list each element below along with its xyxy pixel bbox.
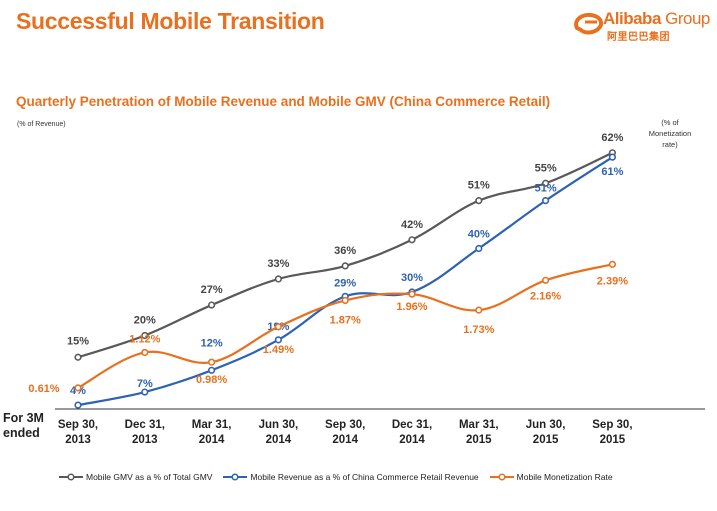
x-tick-label: Mar 31, 2015 (459, 419, 499, 446)
legend-swatch-monetization (489, 473, 514, 481)
legend-item-revenue: Mobile Revenue as a % of China Commerce … (222, 472, 479, 482)
chart-legend: Mobile GMV as a % of Total GMV Mobile Re… (58, 472, 613, 482)
x-tick-label-line: Sep 30, (592, 419, 632, 431)
legend-label-revenue: Mobile Revenue as a % of China Commerce … (250, 472, 479, 482)
right-axis-note: (% of Monetization rate) (648, 118, 692, 149)
x-tick-label-line: Jun 30, (259, 419, 299, 431)
data-label-gmv: 20% (134, 315, 156, 327)
data-label-gmv: 42% (401, 219, 423, 231)
x-tick-label: Jun 30, 2014 (259, 419, 299, 446)
x-tick-label: Sep 30, 2014 (325, 419, 365, 446)
alibaba-group-logo: Alibaba Group 阿里巴巴集团 (571, 6, 711, 46)
x-tick-label-line: 2013 (65, 434, 91, 446)
data-point-monetization (274, 323, 283, 331)
left-axis-note: (% of Revenue) (17, 121, 66, 128)
data-label-monetization: 0.61% (28, 383, 59, 395)
data-label-gmv: 33% (267, 258, 289, 270)
data-point-monetization (541, 276, 550, 284)
x-tick-label-line: 2014 (399, 434, 425, 446)
data-point-gmv (74, 353, 82, 361)
data-point-gmv (541, 179, 550, 187)
data-label-revenue: 12% (201, 337, 223, 349)
data-point-monetization (74, 384, 82, 392)
x-tick-label-line: 2013 (132, 434, 158, 446)
data-point-revenue (475, 244, 483, 253)
data-point-gmv (475, 197, 483, 205)
period-label: For 3M ended (3, 411, 44, 440)
data-point-revenue (208, 366, 216, 374)
legend-label-gmv: Mobile GMV as a % of Total GMV (86, 472, 213, 482)
slide-title: Successful Mobile Transition (16, 8, 325, 34)
data-label-revenue: 29% (334, 277, 356, 289)
data-point-gmv (141, 331, 149, 340)
x-tick-label: Jun 30, 2015 (526, 419, 566, 446)
data-label-gmv: 55% (535, 162, 557, 174)
logo-wordmark: Alibaba Group (603, 9, 710, 28)
chart-title: Quarterly Penetration of Mobile Revenue … (16, 94, 551, 109)
x-tick-label: Dec 31, 2013 (125, 419, 165, 446)
data-point-gmv (208, 301, 216, 309)
data-label-revenue: 51% (535, 183, 557, 195)
data-point-gmv (341, 262, 349, 270)
data-label-monetization: 1.96% (396, 301, 427, 313)
data-point-revenue (74, 401, 82, 409)
data-label-monetization: 0.98% (196, 374, 227, 386)
x-tick-label-line: 2015 (533, 434, 559, 446)
data-point-revenue (274, 336, 283, 344)
data-label-gmv: 27% (201, 284, 223, 296)
data-label-revenue: 40% (468, 229, 490, 241)
x-tick-label: Sep 30, 2013 (58, 419, 98, 446)
x-tick-label-line: 2015 (466, 434, 492, 446)
x-tick-label-line: 2015 (600, 434, 626, 446)
data-label-gmv: 51% (468, 180, 490, 192)
x-tick-label-line: Dec 31, (125, 419, 165, 431)
data-label-gmv: 15% (67, 335, 89, 347)
x-tick-label-line: 2014 (266, 434, 292, 446)
data-label-monetization: 2.39% (597, 275, 628, 287)
data-point-monetization (408, 290, 416, 298)
data-point-monetization (208, 358, 216, 366)
data-label-revenue: 7% (137, 378, 153, 390)
x-tick-label-line: 2014 (199, 434, 225, 446)
legend-swatch-revenue (223, 473, 248, 481)
x-tick-label: Dec 31, 2014 (392, 419, 432, 446)
legend-item-monetization: Mobile Monetization Rate (489, 472, 613, 482)
data-point-monetization (341, 296, 349, 305)
data-point-gmv (274, 275, 283, 283)
data-point-revenue (541, 197, 550, 205)
legend-item-gmv: Mobile GMV as a % of Total GMV (58, 472, 212, 482)
data-label-monetization: 1.49% (263, 344, 294, 356)
data-point-monetization (141, 348, 149, 357)
data-label-revenue: 30% (401, 272, 423, 284)
x-tick-label-line: Mar 31, (192, 419, 232, 431)
data-label-gmv: 36% (334, 245, 356, 257)
data-point-monetization (475, 306, 483, 314)
data-point-revenue (141, 388, 149, 396)
alibaba-logo-icon (574, 13, 604, 35)
x-tick-label-line: Sep 30, (325, 419, 365, 431)
x-tick-label: Mar 31, 2014 (192, 419, 232, 446)
x-tick-label-line: Sep 30, (58, 419, 98, 431)
data-label-gmv: 62% (601, 132, 623, 144)
logo-chinese-text: 阿里巴巴集团 (607, 32, 670, 43)
x-tick-label-line: Jun 30, (526, 419, 566, 431)
data-label-monetization: 1.12% (129, 333, 160, 345)
data-label-monetization: 1.73% (463, 324, 494, 336)
x-tick-label-line: 2014 (332, 434, 358, 446)
legend-label-monetization: Mobile Monetization Rate (516, 472, 613, 482)
data-point-gmv (408, 236, 416, 244)
legend-swatch-gmv (59, 473, 83, 481)
data-label-revenue: 61% (601, 166, 623, 178)
data-label-monetization: 1.87% (330, 314, 361, 326)
x-tick-label-line: Mar 31, (459, 419, 499, 431)
data-point-revenue (608, 153, 617, 161)
x-tick-label-line: Dec 31, (392, 419, 432, 431)
x-tick-label: Sep 30, 2015 (592, 419, 632, 446)
data-point-monetization (608, 260, 617, 268)
data-label-monetization: 2.16% (530, 290, 561, 302)
